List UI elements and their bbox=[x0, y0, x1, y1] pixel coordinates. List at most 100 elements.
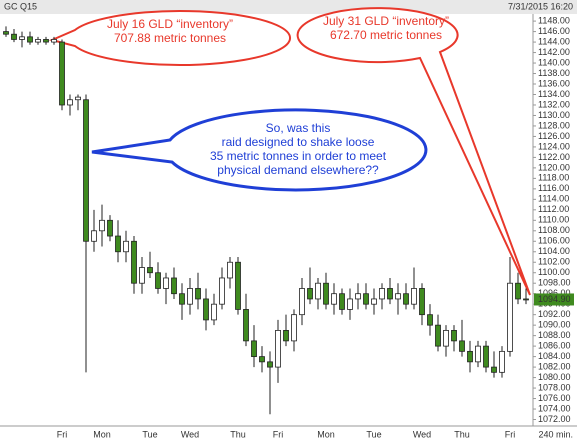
x-tick-label: Fri bbox=[505, 429, 516, 439]
candle-body bbox=[235, 261, 241, 310]
candle-body bbox=[243, 309, 249, 342]
x-tick-label: Wed bbox=[181, 429, 199, 439]
y-tick-label: 1078.00 bbox=[538, 382, 571, 392]
candle-body bbox=[323, 282, 329, 305]
y-tick-label: 1132.00 bbox=[538, 99, 570, 109]
y-tick-label: 1118.00 bbox=[538, 173, 569, 183]
candle-body bbox=[443, 329, 449, 347]
candle-body bbox=[515, 282, 521, 300]
candle-body bbox=[403, 293, 409, 305]
candle-body bbox=[91, 230, 97, 242]
y-tick-label: 1134.00 bbox=[538, 89, 570, 99]
y-tick-label: 1136.00 bbox=[538, 78, 570, 88]
candle-body bbox=[387, 288, 393, 300]
y-tick-label: 1138.00 bbox=[538, 68, 570, 78]
callouts bbox=[48, 7, 531, 296]
last-price-label: 1094.90 bbox=[538, 294, 571, 304]
candle-body bbox=[163, 277, 169, 289]
candle-body bbox=[147, 267, 153, 274]
candle-body bbox=[195, 288, 201, 300]
callout-bubble bbox=[91, 108, 428, 192]
candle-body bbox=[475, 345, 481, 363]
y-tick-label: 1122.00 bbox=[538, 152, 570, 162]
y-tick-label: 1128.00 bbox=[538, 120, 570, 130]
candle-body bbox=[35, 39, 41, 43]
callout-texts: July 16 GLD “inventory”707.88 metric ton… bbox=[107, 14, 449, 177]
candle-body bbox=[459, 340, 465, 352]
candle-body bbox=[355, 293, 361, 300]
y-tick-label: 1092.00 bbox=[538, 309, 571, 319]
candle-body bbox=[315, 282, 321, 300]
y-tick-label: 1140.00 bbox=[538, 57, 570, 67]
candle-body bbox=[75, 96, 81, 101]
candle-body bbox=[11, 33, 17, 40]
callout-text: July 16 GLD “inventory” bbox=[107, 17, 233, 31]
candle-body bbox=[347, 298, 353, 310]
x-tick-label: Thu bbox=[230, 429, 246, 439]
y-tick-label: 1072.00 bbox=[538, 414, 571, 424]
x-tick-label: Mon bbox=[93, 429, 111, 439]
candle-body bbox=[267, 361, 273, 368]
last-price-tag bbox=[534, 293, 574, 306]
candle-body bbox=[155, 272, 161, 289]
x-tick-label: Mon bbox=[317, 429, 335, 439]
x-tick-label: Wed bbox=[413, 429, 431, 439]
callout-text: 35 metric tonnes in order to meet bbox=[210, 149, 387, 163]
y-tick-label: 1108.00 bbox=[538, 225, 570, 235]
y-tick-label: 1104.00 bbox=[538, 246, 570, 256]
y-tick-label: 1098.00 bbox=[538, 278, 571, 288]
y-tick-label: 1084.00 bbox=[538, 351, 571, 361]
y-tick-label: 1080.00 bbox=[538, 372, 571, 382]
candle-body bbox=[435, 324, 441, 347]
candle-body bbox=[211, 303, 217, 321]
candle-body bbox=[43, 39, 49, 43]
candle-body bbox=[107, 219, 113, 237]
candle-body bbox=[299, 288, 305, 316]
y-tick-label: 1110.00 bbox=[538, 215, 569, 225]
y-tick-label: 1088.00 bbox=[538, 330, 571, 340]
x-tick-label: Thu bbox=[454, 429, 470, 439]
y-tick-label: 1106.00 bbox=[538, 236, 570, 246]
y-tick-label: 1086.00 bbox=[538, 340, 571, 350]
callout-text: physical demand elsewhere?? bbox=[217, 163, 379, 177]
candle-body bbox=[379, 288, 385, 300]
y-tick-label: 1124.00 bbox=[538, 141, 570, 151]
callout-bubble bbox=[296, 7, 531, 296]
candle-body bbox=[283, 329, 289, 342]
candle-body bbox=[331, 293, 337, 305]
candle-body bbox=[115, 235, 121, 253]
x-tick-label: Fri bbox=[57, 429, 68, 439]
candle-body bbox=[187, 288, 193, 305]
candle-body bbox=[483, 345, 489, 368]
candle-body bbox=[131, 240, 137, 284]
y-tick-label: 1148.00 bbox=[538, 15, 570, 25]
candle-body bbox=[179, 293, 185, 305]
candle-body bbox=[427, 314, 433, 326]
callout-text: raid designed to shake loose bbox=[222, 135, 375, 149]
callout-text: 672.70 metric tonnes bbox=[330, 28, 442, 42]
y-tick-label: 1102.00 bbox=[538, 257, 570, 267]
candle-body bbox=[67, 99, 73, 106]
y-tick-label: 1076.00 bbox=[538, 393, 571, 403]
candle-body bbox=[19, 36, 25, 40]
candle-body bbox=[395, 293, 401, 300]
candle-body bbox=[275, 329, 281, 368]
candle-body bbox=[507, 282, 513, 352]
callout-text: So, was this bbox=[266, 121, 331, 135]
candle-body bbox=[219, 277, 225, 305]
candle-body bbox=[371, 298, 377, 305]
x-tick-label: Fri bbox=[273, 429, 284, 439]
candle-body bbox=[491, 366, 497, 373]
candle-body bbox=[139, 267, 145, 284]
y-tick-label: 1112.00 bbox=[538, 204, 569, 214]
candle-body bbox=[291, 314, 297, 342]
candle-body bbox=[523, 298, 529, 301]
interval: 240 min. bbox=[538, 429, 573, 439]
timestamp: 7/31/2015 16:20 bbox=[508, 1, 573, 11]
callout-text: 707.88 metric tonnes bbox=[114, 31, 226, 45]
x-tick-label: Tue bbox=[366, 429, 381, 439]
y-tick-label: 1116.00 bbox=[538, 183, 569, 193]
y-tick-label: 1090.00 bbox=[538, 320, 571, 330]
candle-body bbox=[251, 340, 257, 358]
